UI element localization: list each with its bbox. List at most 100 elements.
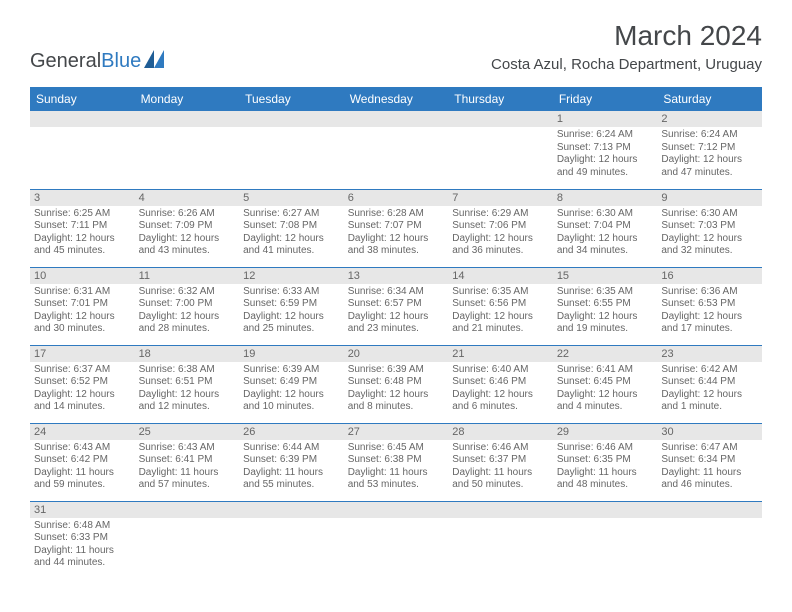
- day-number: 31: [30, 502, 135, 518]
- day-number: 4: [135, 190, 240, 206]
- calendar-week-row: 10Sunrise: 6:31 AMSunset: 7:01 PMDayligh…: [30, 267, 762, 345]
- day-number: 18: [135, 346, 240, 362]
- day-number: 27: [344, 424, 449, 440]
- day-details: Sunrise: 6:25 AMSunset: 7:11 PMDaylight:…: [30, 206, 135, 262]
- day-number: 9: [657, 190, 762, 206]
- calendar-day-cell: 5Sunrise: 6:27 AMSunset: 7:08 PMDaylight…: [239, 189, 344, 267]
- weekday-header-row: SundayMondayTuesdayWednesdayThursdayFrid…: [30, 87, 762, 111]
- day-number: 3: [30, 190, 135, 206]
- calendar-week-row: 3Sunrise: 6:25 AMSunset: 7:11 PMDaylight…: [30, 189, 762, 267]
- logo-text-general: General: [30, 50, 101, 73]
- day-number: 5: [239, 190, 344, 206]
- weekday-header: Monday: [135, 87, 240, 111]
- day-number: 25: [135, 424, 240, 440]
- calendar-day-cell: 16Sunrise: 6:36 AMSunset: 6:53 PMDayligh…: [657, 267, 762, 345]
- day-number-empty: [30, 111, 135, 127]
- day-details: Sunrise: 6:24 AMSunset: 7:13 PMDaylight:…: [553, 127, 658, 183]
- day-details: Sunrise: 6:38 AMSunset: 6:51 PMDaylight:…: [135, 362, 240, 418]
- month-title: March 2024: [491, 20, 762, 52]
- day-number: 17: [30, 346, 135, 362]
- calendar-day-cell: 25Sunrise: 6:43 AMSunset: 6:41 PMDayligh…: [135, 423, 240, 501]
- day-details: Sunrise: 6:24 AMSunset: 7:12 PMDaylight:…: [657, 127, 762, 183]
- day-number: 1: [553, 111, 658, 127]
- day-body-empty: [135, 518, 240, 574]
- day-details: Sunrise: 6:41 AMSunset: 6:45 PMDaylight:…: [553, 362, 658, 418]
- day-body-empty: [135, 127, 240, 183]
- day-number-empty: [344, 111, 449, 127]
- calendar-day-cell: 29Sunrise: 6:46 AMSunset: 6:35 PMDayligh…: [553, 423, 658, 501]
- day-details: Sunrise: 6:39 AMSunset: 6:49 PMDaylight:…: [239, 362, 344, 418]
- calendar-empty-cell: [30, 111, 135, 189]
- day-details: Sunrise: 6:43 AMSunset: 6:42 PMDaylight:…: [30, 440, 135, 496]
- day-body-empty: [448, 518, 553, 574]
- day-number: 16: [657, 268, 762, 284]
- day-details: Sunrise: 6:42 AMSunset: 6:44 PMDaylight:…: [657, 362, 762, 418]
- day-details: Sunrise: 6:46 AMSunset: 6:37 PMDaylight:…: [448, 440, 553, 496]
- calendar-body: 1Sunrise: 6:24 AMSunset: 7:13 PMDaylight…: [30, 111, 762, 574]
- day-details: Sunrise: 6:30 AMSunset: 7:03 PMDaylight:…: [657, 206, 762, 262]
- calendar-empty-cell: [448, 501, 553, 574]
- day-number-empty: [344, 502, 449, 518]
- day-details: Sunrise: 6:34 AMSunset: 6:57 PMDaylight:…: [344, 284, 449, 340]
- day-number: 11: [135, 268, 240, 284]
- calendar-day-cell: 1Sunrise: 6:24 AMSunset: 7:13 PMDaylight…: [553, 111, 658, 189]
- day-details: Sunrise: 6:32 AMSunset: 7:00 PMDaylight:…: [135, 284, 240, 340]
- calendar-empty-cell: [553, 501, 658, 574]
- calendar-day-cell: 14Sunrise: 6:35 AMSunset: 6:56 PMDayligh…: [448, 267, 553, 345]
- day-body-empty: [657, 518, 762, 574]
- day-number: 10: [30, 268, 135, 284]
- logo-text-blue: Blue: [101, 50, 141, 73]
- day-details: Sunrise: 6:30 AMSunset: 7:04 PMDaylight:…: [553, 206, 658, 262]
- calendar-day-cell: 15Sunrise: 6:35 AMSunset: 6:55 PMDayligh…: [553, 267, 658, 345]
- logo: GeneralBlue: [30, 50, 166, 73]
- calendar-day-cell: 8Sunrise: 6:30 AMSunset: 7:04 PMDaylight…: [553, 189, 658, 267]
- calendar-empty-cell: [135, 111, 240, 189]
- weekday-header: Wednesday: [344, 87, 449, 111]
- calendar-day-cell: 4Sunrise: 6:26 AMSunset: 7:09 PMDaylight…: [135, 189, 240, 267]
- calendar-day-cell: 28Sunrise: 6:46 AMSunset: 6:37 PMDayligh…: [448, 423, 553, 501]
- day-body-empty: [344, 518, 449, 574]
- day-number: 22: [553, 346, 658, 362]
- calendar-day-cell: 21Sunrise: 6:40 AMSunset: 6:46 PMDayligh…: [448, 345, 553, 423]
- day-number: 8: [553, 190, 658, 206]
- calendar-week-row: 24Sunrise: 6:43 AMSunset: 6:42 PMDayligh…: [30, 423, 762, 501]
- day-details: Sunrise: 6:45 AMSunset: 6:38 PMDaylight:…: [344, 440, 449, 496]
- day-number: 28: [448, 424, 553, 440]
- day-body-empty: [344, 127, 449, 183]
- day-details: Sunrise: 6:35 AMSunset: 6:55 PMDaylight:…: [553, 284, 658, 340]
- calendar-day-cell: 27Sunrise: 6:45 AMSunset: 6:38 PMDayligh…: [344, 423, 449, 501]
- calendar-empty-cell: [135, 501, 240, 574]
- day-number: 15: [553, 268, 658, 284]
- calendar-day-cell: 31Sunrise: 6:48 AMSunset: 6:33 PMDayligh…: [30, 501, 135, 574]
- calendar-day-cell: 12Sunrise: 6:33 AMSunset: 6:59 PMDayligh…: [239, 267, 344, 345]
- day-number: 21: [448, 346, 553, 362]
- calendar-empty-cell: [239, 111, 344, 189]
- day-details: Sunrise: 6:48 AMSunset: 6:33 PMDaylight:…: [30, 518, 135, 574]
- day-details: Sunrise: 6:27 AMSunset: 7:08 PMDaylight:…: [239, 206, 344, 262]
- calendar-day-cell: 2Sunrise: 6:24 AMSunset: 7:12 PMDaylight…: [657, 111, 762, 189]
- calendar-day-cell: 6Sunrise: 6:28 AMSunset: 7:07 PMDaylight…: [344, 189, 449, 267]
- day-number: 24: [30, 424, 135, 440]
- day-body-empty: [553, 518, 658, 574]
- day-details: Sunrise: 6:46 AMSunset: 6:35 PMDaylight:…: [553, 440, 658, 496]
- calendar-empty-cell: [344, 501, 449, 574]
- calendar-day-cell: 23Sunrise: 6:42 AMSunset: 6:44 PMDayligh…: [657, 345, 762, 423]
- calendar-day-cell: 30Sunrise: 6:47 AMSunset: 6:34 PMDayligh…: [657, 423, 762, 501]
- calendar-week-row: 17Sunrise: 6:37 AMSunset: 6:52 PMDayligh…: [30, 345, 762, 423]
- day-number: 29: [553, 424, 658, 440]
- day-number-empty: [135, 502, 240, 518]
- day-number: 30: [657, 424, 762, 440]
- day-details: Sunrise: 6:36 AMSunset: 6:53 PMDaylight:…: [657, 284, 762, 340]
- day-details: Sunrise: 6:43 AMSunset: 6:41 PMDaylight:…: [135, 440, 240, 496]
- title-block: March 2024 Costa Azul, Rocha Department,…: [491, 20, 762, 73]
- day-details: Sunrise: 6:28 AMSunset: 7:07 PMDaylight:…: [344, 206, 449, 262]
- weekday-header: Friday: [553, 87, 658, 111]
- day-body-empty: [30, 127, 135, 183]
- calendar-day-cell: 18Sunrise: 6:38 AMSunset: 6:51 PMDayligh…: [135, 345, 240, 423]
- day-details: Sunrise: 6:47 AMSunset: 6:34 PMDaylight:…: [657, 440, 762, 496]
- day-body-empty: [448, 127, 553, 183]
- location-text: Costa Azul, Rocha Department, Uruguay: [491, 56, 762, 73]
- day-number-empty: [239, 111, 344, 127]
- day-details: Sunrise: 6:39 AMSunset: 6:48 PMDaylight:…: [344, 362, 449, 418]
- calendar-day-cell: 20Sunrise: 6:39 AMSunset: 6:48 PMDayligh…: [344, 345, 449, 423]
